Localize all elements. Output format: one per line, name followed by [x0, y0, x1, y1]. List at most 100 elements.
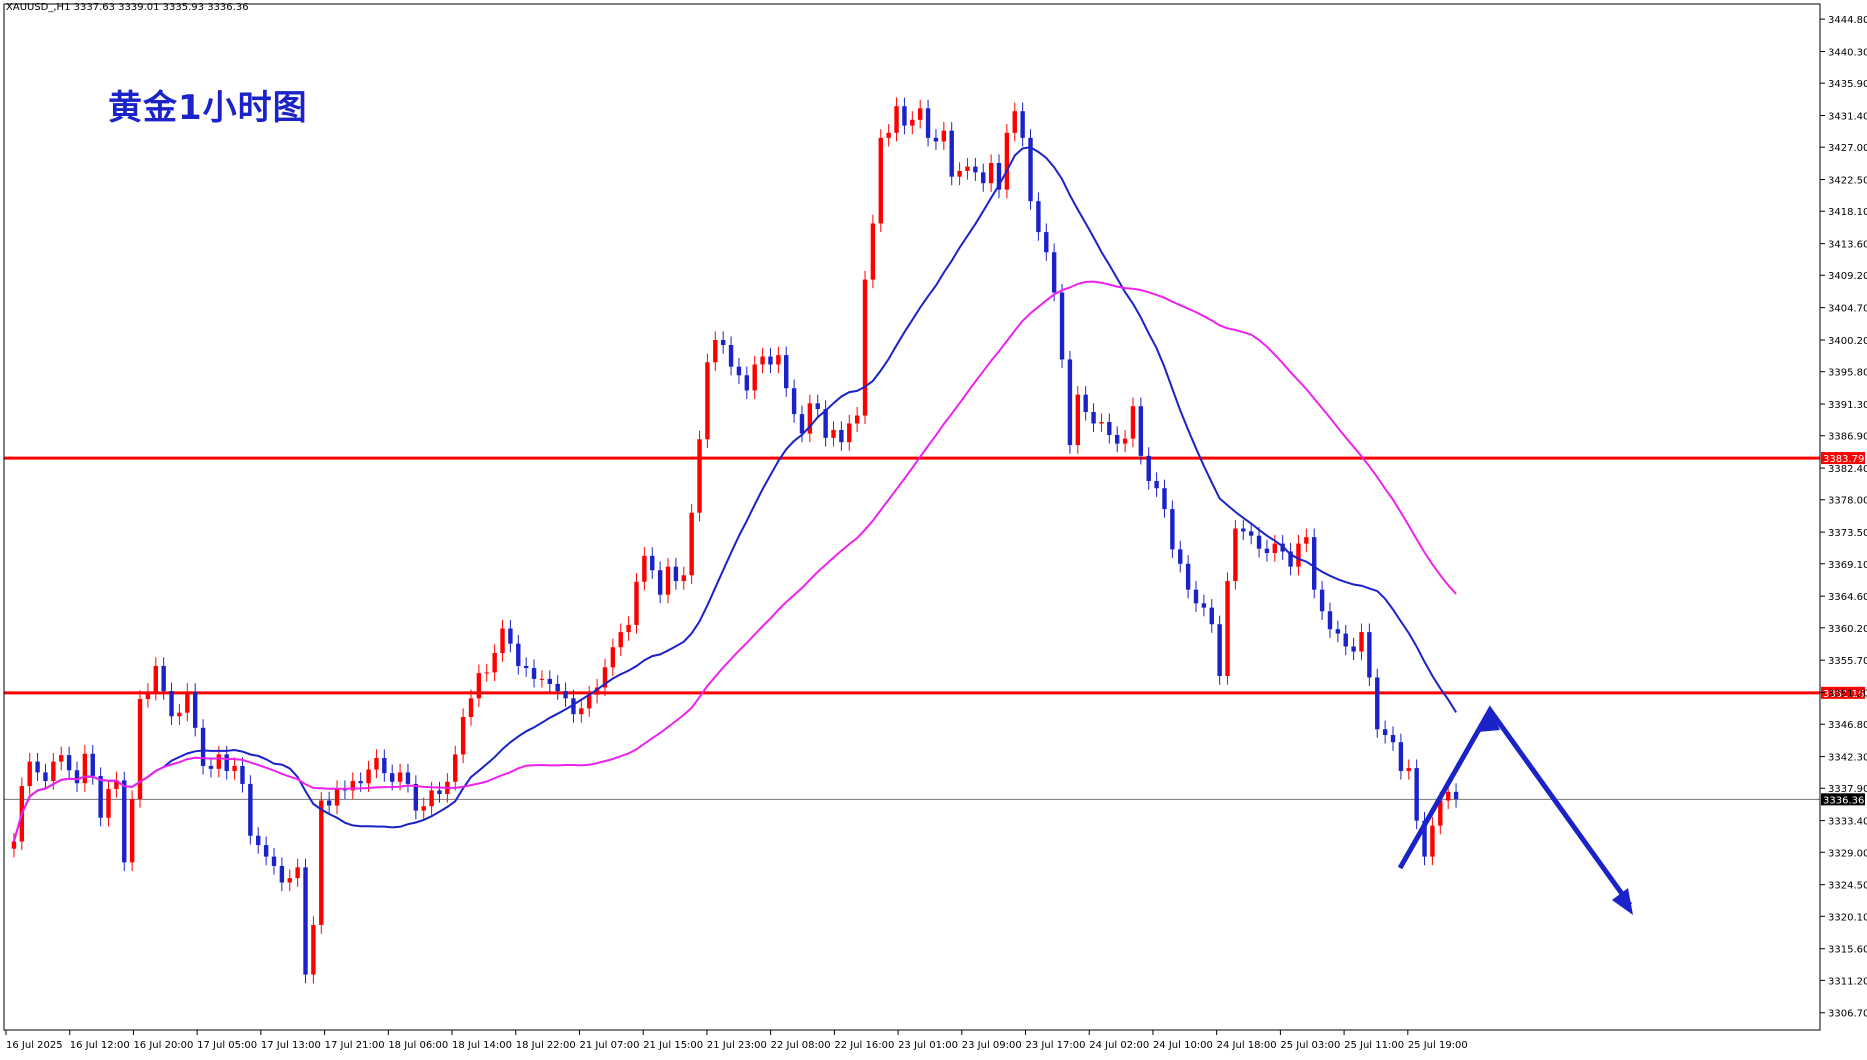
candle-body	[870, 223, 876, 280]
candle-body	[74, 770, 80, 784]
candle-body	[910, 119, 915, 126]
chart-title: 黄金1小时图	[108, 88, 308, 128]
y-tick-label: 3342.30	[1828, 753, 1867, 764]
y-tick-label: 3378.00	[1828, 496, 1867, 507]
candle-body	[35, 761, 40, 773]
candle-body	[854, 415, 860, 424]
candle-body	[634, 581, 639, 625]
candle-body	[728, 345, 734, 367]
candle-body	[925, 108, 931, 138]
candle-body	[1288, 551, 1293, 567]
candle-body	[965, 166, 970, 171]
candle-body	[1335, 629, 1341, 634]
y-tick-label: 3391.30	[1828, 400, 1867, 411]
y-tick-label: 3306.70	[1828, 1009, 1867, 1020]
candle-body	[823, 409, 828, 438]
candle-body	[1012, 111, 1017, 133]
candle-body	[917, 108, 923, 120]
x-tick-label: 18 Jul 14:00	[452, 1040, 512, 1051]
candle-body	[484, 672, 489, 674]
candle-body	[1091, 411, 1096, 424]
y-tick-label: 3311.20	[1828, 976, 1867, 987]
y-tick-label: 3355.70	[1828, 656, 1867, 667]
candle-body	[98, 776, 103, 818]
candle-body	[681, 575, 686, 582]
y-tick-label: 3324.50	[1828, 881, 1867, 892]
x-tick-label: 23 Jul 09:00	[962, 1040, 1022, 1051]
x-tick-label: 23 Jul 17:00	[1026, 1040, 1086, 1051]
candle-body	[161, 665, 166, 692]
candle-body	[492, 652, 497, 673]
candle-body	[90, 753, 95, 777]
candle-body	[902, 106, 907, 126]
candle-body	[650, 555, 655, 571]
candle-body	[500, 628, 505, 653]
candle-body	[1351, 646, 1356, 652]
x-tick-label: 16 Jul 20:00	[133, 1040, 193, 1051]
candle-body	[847, 423, 852, 443]
candle-body	[43, 772, 48, 782]
candle-body	[421, 806, 426, 811]
candle-body	[563, 691, 568, 699]
candle-body	[1312, 537, 1317, 590]
y-tick-label: 3315.60	[1828, 945, 1867, 956]
candle-body	[114, 780, 119, 789]
x-tick-label: 16 Jul 12:00	[70, 1040, 130, 1051]
current-price-bg	[1821, 793, 1865, 806]
projection-arrow	[1397, 705, 1633, 907]
candle-body	[1044, 232, 1049, 253]
candle-body	[1107, 422, 1112, 435]
candle-body	[11, 841, 17, 849]
candle-body	[271, 856, 277, 866]
candle-body	[1115, 434, 1120, 444]
candle-body	[185, 691, 190, 713]
candle-body	[973, 166, 978, 173]
y-tick-label: 3364.60	[1828, 592, 1867, 603]
candle-body	[1272, 543, 1278, 553]
candle-body	[476, 673, 482, 699]
y-tick-label: 3337.90	[1828, 784, 1867, 795]
y-tick-label: 3351.20	[1828, 689, 1867, 700]
candle-body	[413, 783, 419, 811]
candle-body	[169, 691, 174, 717]
candle-body	[1359, 632, 1364, 652]
candle-body	[720, 340, 726, 346]
candle-body	[256, 835, 261, 846]
candle-body	[807, 403, 813, 434]
x-tick-label: 17 Jul 05:00	[197, 1040, 257, 1051]
candle-body	[1343, 633, 1348, 647]
candle-body	[1296, 543, 1301, 567]
candle-body	[248, 783, 253, 836]
candle-body	[208, 765, 214, 769]
candle-body	[610, 647, 616, 668]
candle-body	[216, 754, 222, 769]
y-tick-label: 3422.50	[1828, 176, 1867, 187]
candle-body	[1028, 137, 1033, 202]
x-tick-label: 17 Jul 21:00	[325, 1040, 385, 1051]
candle-body	[374, 758, 379, 770]
candle-body	[1241, 528, 1246, 532]
candle-body	[1075, 394, 1080, 446]
candle-body	[1154, 481, 1159, 489]
candle-body	[799, 414, 805, 434]
y-tick-label: 3333.40	[1828, 817, 1867, 828]
hline-label: 3351.16	[1823, 689, 1864, 700]
candle-body	[224, 754, 229, 771]
candle-body	[287, 878, 292, 883]
candle-body	[673, 566, 679, 582]
candle-body	[784, 355, 789, 389]
candle-body	[571, 698, 576, 715]
hline-label-bg	[1821, 452, 1865, 465]
candle-body	[232, 765, 237, 771]
y-tick-label: 3373.50	[1828, 528, 1867, 539]
candle-body	[1162, 488, 1167, 510]
candle-body	[358, 781, 363, 784]
candle-body	[957, 170, 962, 177]
candle-body	[894, 106, 899, 133]
x-tick-label: 25 Jul 03:00	[1280, 1040, 1340, 1051]
candle-body	[334, 788, 340, 806]
candle-body	[768, 356, 773, 365]
candle-body	[744, 375, 750, 391]
candle-body	[508, 628, 513, 644]
